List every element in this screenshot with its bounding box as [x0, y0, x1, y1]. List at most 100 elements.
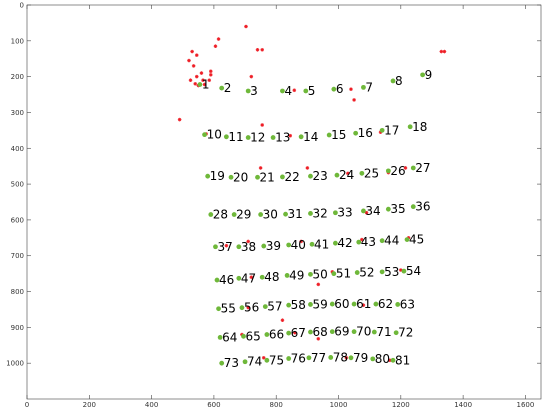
red-star-marker — [249, 275, 254, 280]
green-dot-marker — [202, 132, 207, 138]
point-label: 3 — [250, 84, 258, 98]
point-label: 40 — [291, 238, 306, 252]
red-star-marker — [208, 73, 213, 77]
green-dot-marker — [239, 305, 245, 311]
point-label: 8 — [395, 74, 403, 88]
point-label: 61 — [356, 297, 371, 311]
plot-border — [26, 4, 542, 400]
red-star-marker — [187, 58, 191, 63]
green-dot-marker — [306, 355, 312, 361]
point-label: 28 — [213, 208, 228, 222]
point-label: 2 — [224, 81, 232, 95]
red-star-marker — [403, 166, 408, 170]
y-tick-label: 700 — [11, 252, 24, 260]
green-dot-marker — [379, 269, 385, 275]
point-label: 32 — [312, 206, 327, 220]
point-label: 78 — [333, 350, 348, 364]
green-dot-marker — [390, 357, 396, 363]
green-dot-marker — [385, 168, 391, 174]
point-label: 9 — [425, 68, 433, 82]
red-star-marker — [246, 305, 250, 310]
point-label: 4 — [284, 84, 292, 98]
point-label: 45 — [409, 233, 424, 247]
green-dot-marker — [286, 242, 292, 248]
green-dot-marker — [328, 355, 334, 360]
green-dot-marker — [373, 301, 379, 307]
green-dot-marker — [236, 275, 242, 281]
green-dot-marker — [286, 356, 292, 361]
green-dot-marker — [228, 174, 234, 180]
red-star-marker — [190, 49, 194, 54]
point-label: 19 — [210, 169, 225, 183]
point-label: 63 — [400, 297, 415, 311]
green-dot-marker — [407, 124, 413, 130]
point-label: 30 — [263, 208, 278, 222]
green-dot-marker — [284, 273, 290, 278]
point-label: 44 — [384, 234, 399, 248]
point-label: 79 — [353, 351, 368, 365]
point-label: 21 — [260, 170, 275, 184]
plot-frame — [26, 4, 542, 400]
point-label: 60 — [334, 297, 349, 311]
green-dot-marker — [401, 268, 407, 274]
red-star-marker — [360, 237, 364, 242]
point-label: 70 — [356, 325, 371, 339]
green-dot-marker — [270, 135, 276, 140]
point-label: 68 — [312, 325, 327, 339]
point-label: 33 — [337, 206, 352, 220]
point-label: 14 — [303, 130, 318, 144]
red-star-marker — [346, 171, 350, 176]
red-star-marker — [216, 37, 221, 41]
red-star-marker — [249, 74, 254, 79]
red-star-marker — [292, 88, 297, 93]
x-tick-label: 600 — [207, 401, 220, 409]
x-tick-label: 200 — [83, 401, 96, 409]
red-star-marker — [201, 78, 205, 83]
green-dot-marker — [353, 130, 359, 136]
red-star-marker — [191, 64, 196, 68]
green-dot-marker — [333, 210, 338, 216]
green-dot-marker — [216, 306, 221, 312]
green-dot-marker — [259, 274, 265, 280]
green-dot-marker — [410, 204, 416, 210]
point-label: 67 — [291, 326, 306, 340]
y-tick-label: 100 — [11, 37, 24, 45]
point-label: 69 — [334, 325, 349, 339]
point-label: 52 — [359, 266, 374, 280]
red-star-marker — [224, 243, 229, 248]
x-tick-label: 1400 — [454, 401, 472, 409]
point-label: 57 — [267, 300, 282, 314]
point-label: 62 — [378, 297, 393, 311]
green-dot-marker — [255, 174, 260, 180]
point-label: 80 — [375, 352, 390, 366]
point-label: 43 — [361, 235, 376, 249]
red-star-marker — [442, 49, 447, 54]
green-dot-marker — [214, 277, 220, 283]
green-dot-marker — [308, 211, 313, 216]
y-tick-label: 900 — [11, 324, 24, 332]
point-label: 10 — [207, 128, 222, 142]
point-label: 74 — [247, 355, 262, 369]
red-star-marker — [213, 44, 218, 48]
green-dot-marker — [395, 302, 401, 307]
y-tick-label: 0 — [20, 2, 24, 10]
green-dot-marker — [264, 357, 270, 363]
point-label: 65 — [246, 329, 261, 343]
red-star-marker — [261, 356, 266, 360]
green-dot-marker — [219, 360, 225, 366]
green-dot-marker — [219, 85, 225, 91]
green-marker-series — [197, 72, 426, 366]
green-dot-marker — [354, 270, 360, 275]
point-label: 41 — [314, 237, 329, 251]
point-label: 37 — [217, 240, 232, 254]
point-label: 51 — [336, 267, 351, 281]
green-dot-marker — [280, 174, 285, 180]
red-star-marker — [288, 133, 293, 138]
red-star-marker — [316, 282, 321, 287]
point-label: 54 — [406, 264, 421, 278]
point-label: 47 — [241, 271, 256, 285]
y-tick-label: 1000 — [6, 360, 24, 368]
green-dot-marker — [390, 78, 396, 84]
point-label: 42 — [337, 236, 352, 250]
